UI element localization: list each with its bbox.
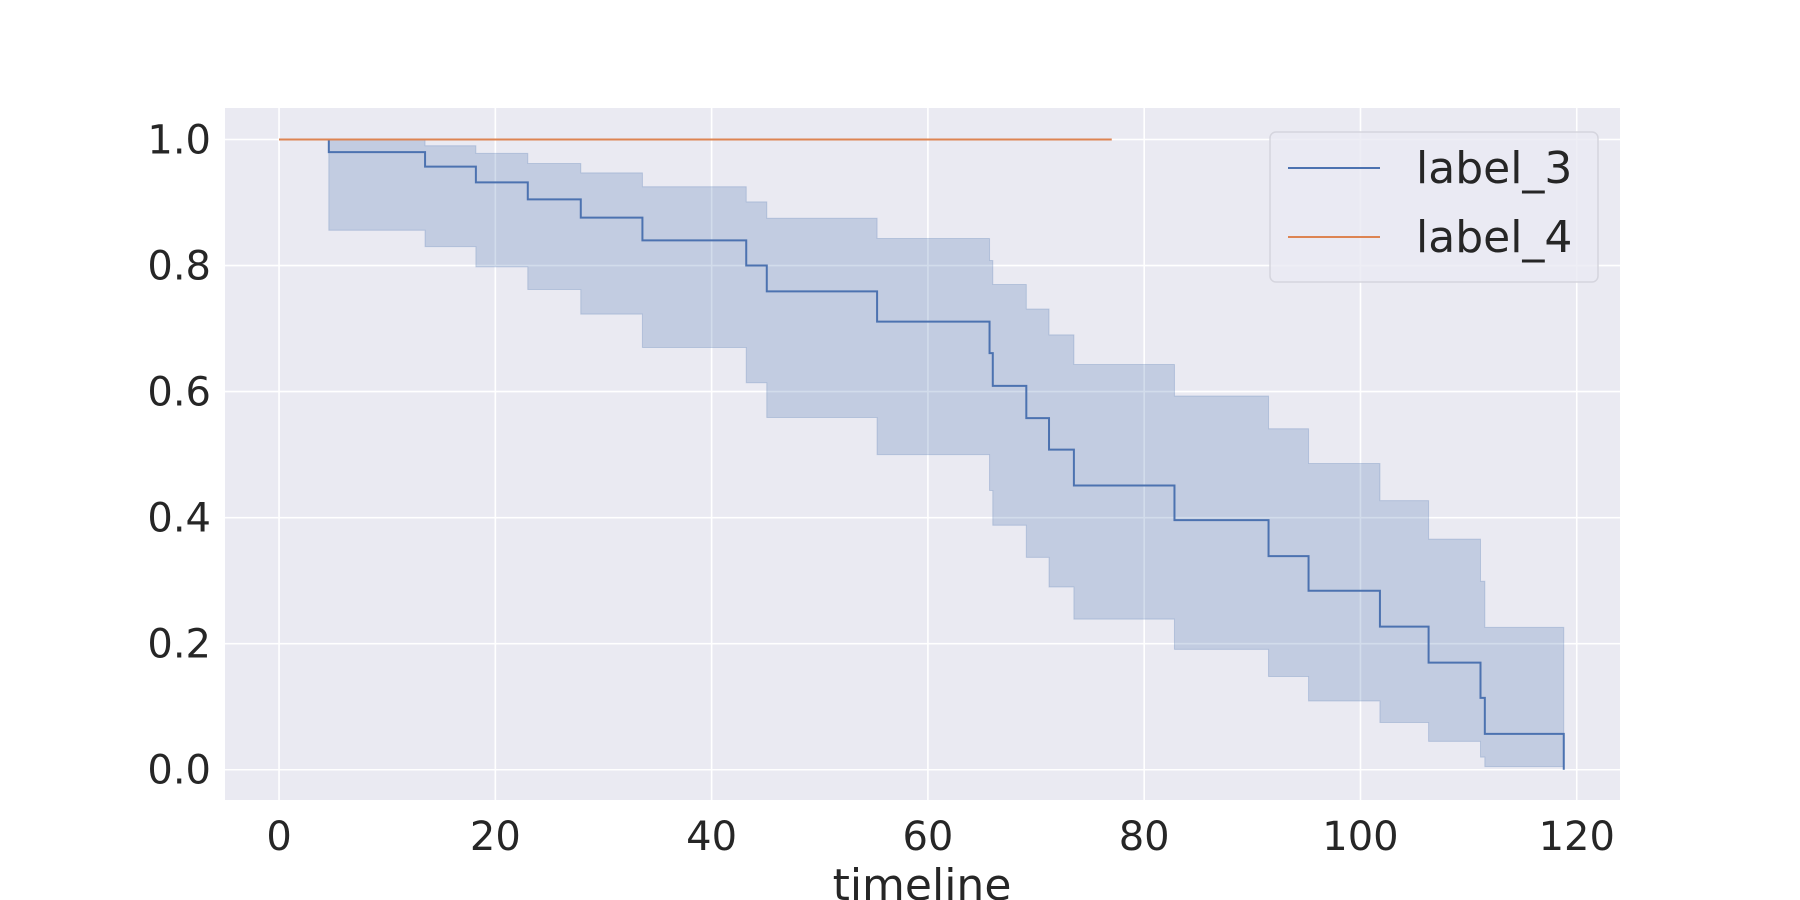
- legend-box: [1269, 131, 1599, 283]
- x-tick-label: 40: [686, 814, 737, 860]
- y-tick-label: 0.4: [147, 496, 211, 542]
- x-axis-ticks: 0 20 40 60 80 100 120: [266, 814, 1615, 860]
- y-tick-label: 0.8: [147, 244, 211, 290]
- legend: label_3 label_4: [1269, 131, 1599, 283]
- y-tick-label: 0.2: [147, 622, 211, 668]
- y-tick-label: 0.0: [147, 748, 211, 794]
- series-line-label_3: [279, 138, 1565, 770]
- legend-label-label_3: label_3: [1416, 143, 1572, 194]
- x-tick-label: 60: [902, 814, 953, 860]
- x-tick-label: 20: [470, 814, 521, 860]
- x-axis-label: timeline: [833, 860, 1012, 900]
- x-tick-label: 100: [1322, 814, 1398, 860]
- x-tick-label: 80: [1119, 814, 1170, 860]
- y-tick-label: 0.6: [147, 370, 211, 416]
- y-tick-label: 1.0: [147, 118, 211, 164]
- x-tick-label: 0: [266, 814, 291, 860]
- series-lines: [279, 138, 1565, 770]
- legend-label-label_4: label_4: [1416, 212, 1572, 263]
- y-axis-ticks: 0.0 0.2 0.4 0.6 0.8 1.0: [147, 118, 211, 794]
- grid-lines: [225, 108, 1620, 800]
- x-tick-label: 120: [1539, 814, 1615, 860]
